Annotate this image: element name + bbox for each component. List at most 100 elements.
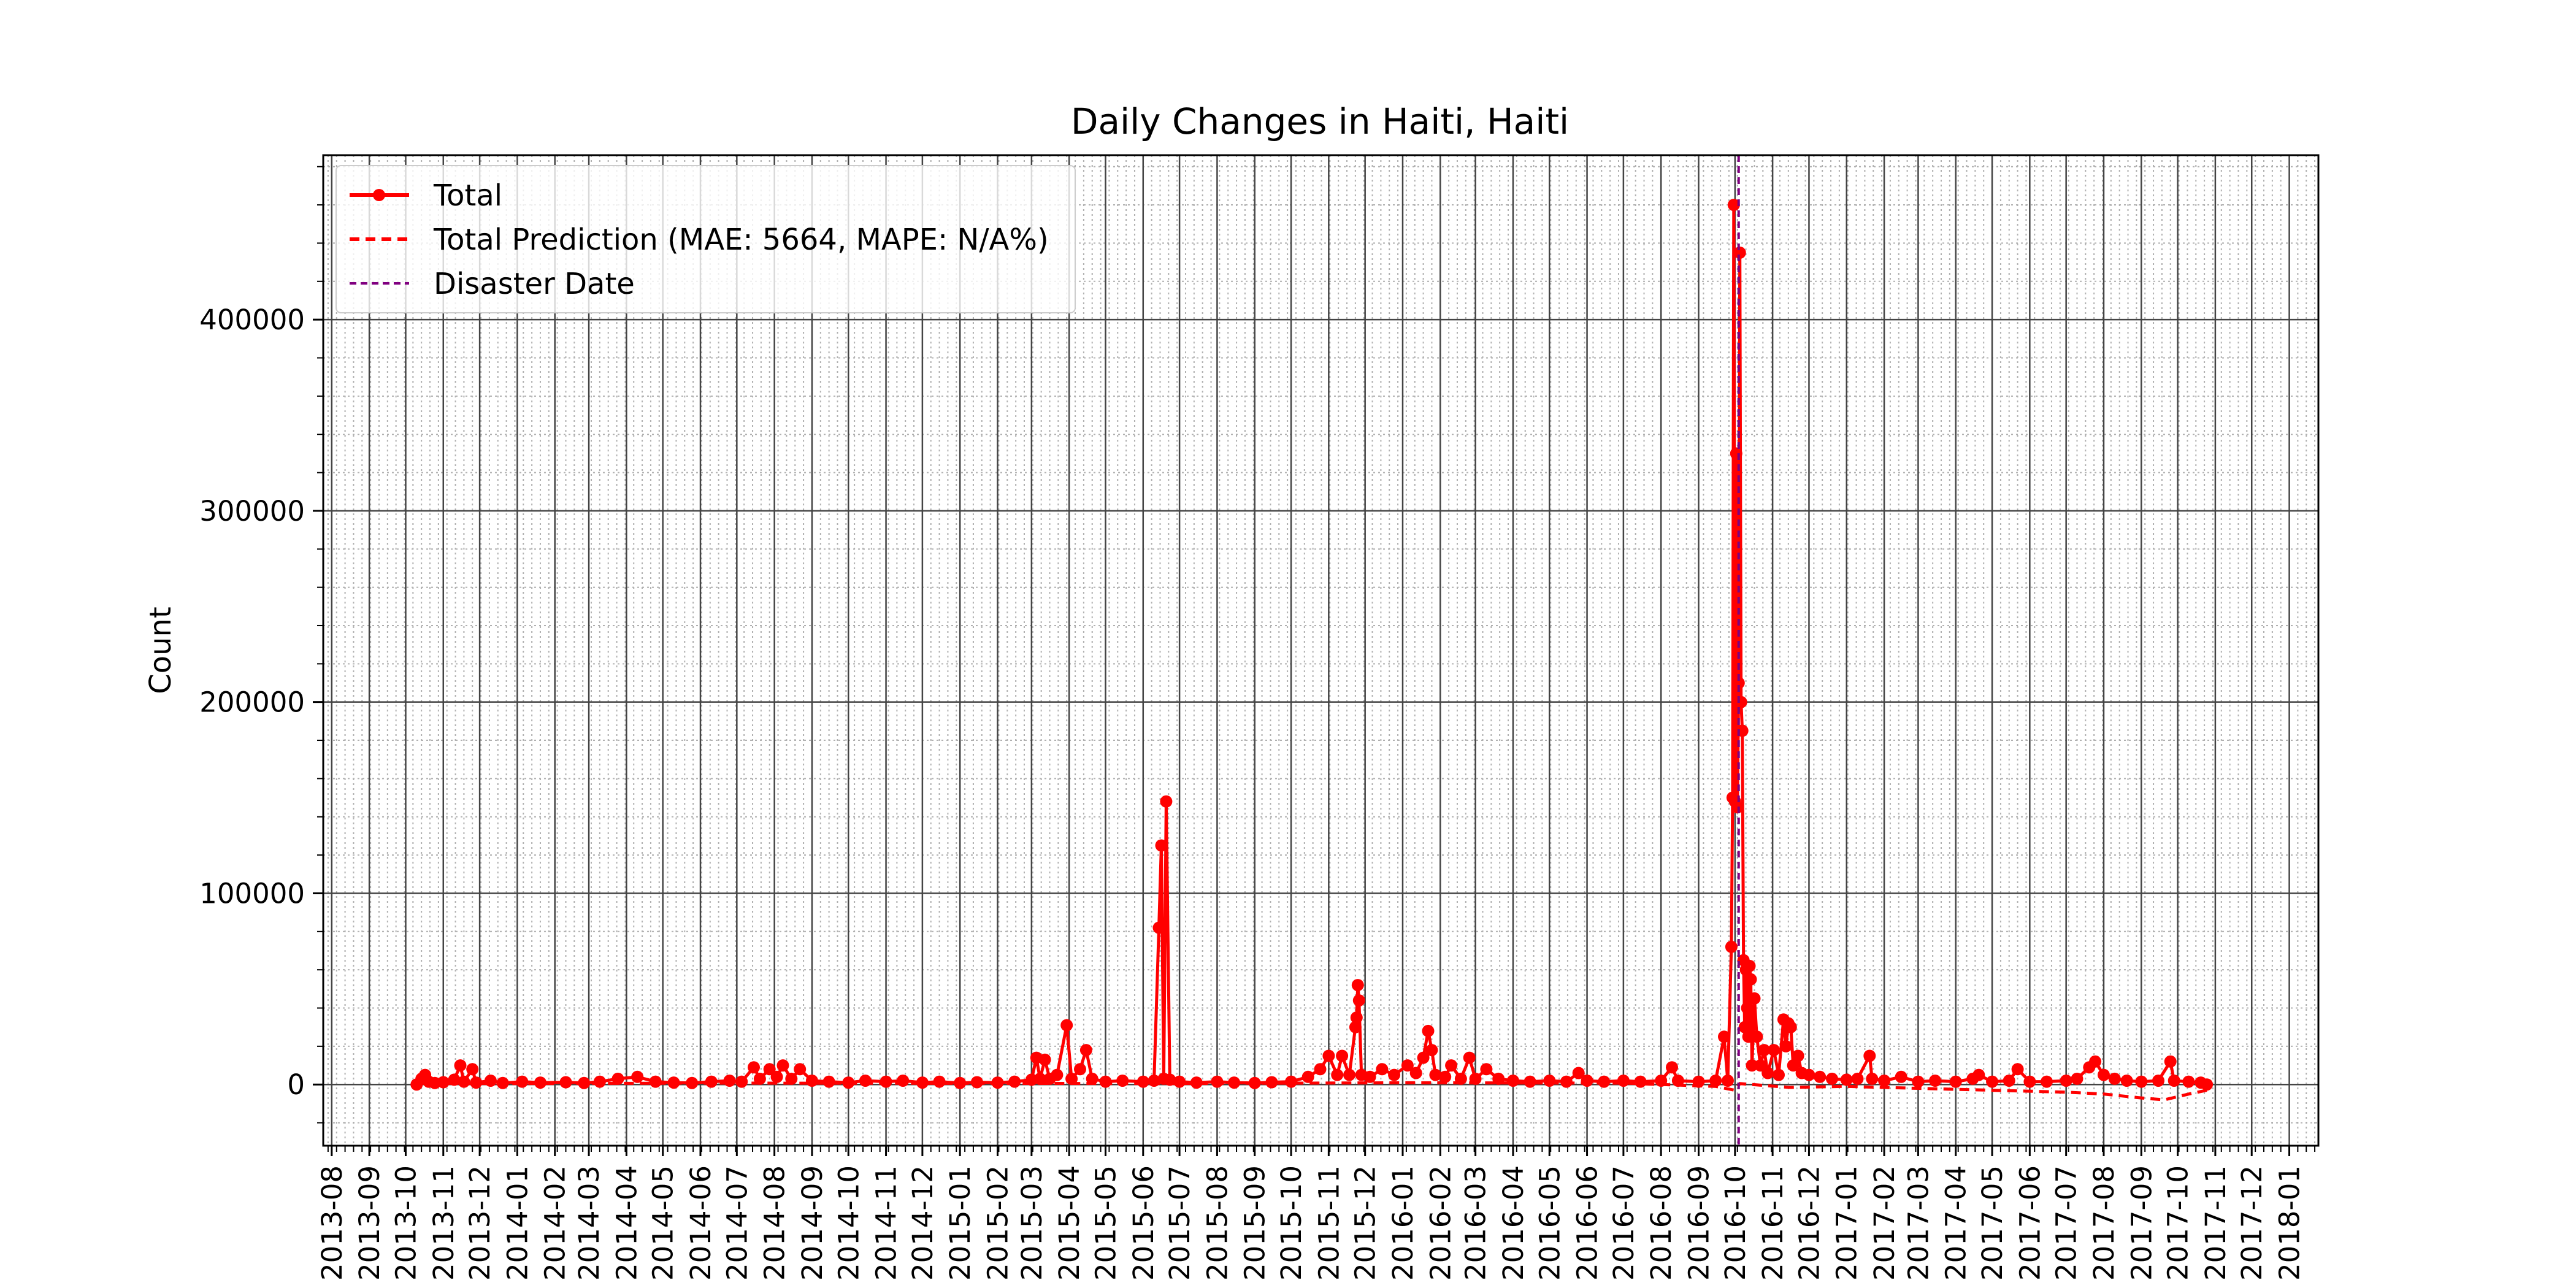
total-data-point [1671, 1075, 1684, 1087]
total-data-point [822, 1075, 835, 1088]
total-data-point [1008, 1075, 1021, 1088]
x-tick-label: 2013-10 [389, 1165, 422, 1281]
total-data-point [785, 1072, 798, 1085]
total-data-point [631, 1070, 644, 1083]
legend-label: Disaster Date [434, 267, 635, 301]
x-tick-label: 2016-12 [1793, 1165, 1825, 1281]
x-tick-label: 2015-09 [1239, 1165, 1271, 1281]
x-tick-label: 2014-06 [684, 1165, 717, 1281]
total-data-point [1074, 1063, 1086, 1076]
total-data-point [1285, 1075, 1298, 1088]
x-tick-label: 2017-11 [2199, 1165, 2232, 1281]
x-tick-label: 2017-08 [2088, 1165, 2120, 1281]
total-data-point [1572, 1067, 1585, 1079]
total-data-point [897, 1075, 910, 1087]
total-data-point [1725, 940, 1738, 953]
total-data-point [1492, 1072, 1505, 1085]
total-data-point [1439, 1070, 1452, 1083]
total-data-point [2120, 1075, 2133, 1087]
total-data-point [954, 1076, 967, 1089]
total-data-point [1851, 1072, 1864, 1085]
x-tick-label: 2016-10 [1719, 1165, 1752, 1281]
x-tick-label: 2017-07 [2050, 1165, 2083, 1281]
total-data-point [1331, 1068, 1344, 1081]
total-data-point [1065, 1072, 1078, 1085]
chart-title: Daily Changes in Haiti, Haiti [1071, 101, 1569, 142]
x-tick-label: 2013-11 [427, 1165, 460, 1281]
total-data-point [1743, 959, 1756, 972]
x-tick-label: 2014-05 [647, 1165, 680, 1281]
total-data-point [1137, 1075, 1149, 1088]
total-data-point [1543, 1075, 1556, 1087]
total-data-point [1163, 1073, 1176, 1086]
total-data-point [1148, 1075, 1160, 1087]
total-data-point [705, 1075, 718, 1088]
total-data-point [534, 1076, 546, 1089]
total-data-point [1748, 992, 1761, 1005]
total-data-point [448, 1073, 461, 1086]
total-data-point [1972, 1068, 1985, 1081]
x-tick-label: 2017-05 [1976, 1165, 2009, 1281]
total-data-point [437, 1076, 450, 1089]
total-data-point [2182, 1075, 2195, 1088]
x-tick-label: 2015-11 [1313, 1165, 1345, 1281]
total-data-point [1480, 1063, 1493, 1076]
total-data-point [611, 1072, 624, 1085]
x-tick-label: 2017-09 [2125, 1165, 2158, 1281]
y-axis-label: Count [144, 607, 178, 694]
total-data-point [2152, 1075, 2164, 1087]
total-data-point [794, 1063, 807, 1076]
total-data-point [1228, 1076, 1241, 1089]
total-data-point [593, 1075, 606, 1088]
total-data-point [1655, 1075, 1668, 1087]
legend-label: Total [433, 178, 502, 213]
total-data-point [2003, 1075, 2015, 1087]
total-data-point [1454, 1072, 1467, 1085]
total-data-point [1116, 1075, 1129, 1087]
total-data-point [735, 1075, 748, 1088]
x-tick-label: 2014-11 [870, 1165, 903, 1281]
x-tick-label: 2015-04 [1053, 1165, 1086, 1281]
total-data-point [2011, 1063, 2024, 1076]
total-data-point [748, 1061, 760, 1074]
total-data-point [916, 1076, 929, 1089]
x-tick-label: 2017-02 [1868, 1165, 1901, 1281]
x-tick-label: 2015-12 [1349, 1165, 1382, 1281]
total-data-point [1912, 1075, 1925, 1088]
total-data-point [454, 1059, 467, 1072]
x-tick-label: 2013-09 [353, 1165, 386, 1281]
total-data-point [2135, 1075, 2148, 1088]
total-data-point [1863, 1049, 1876, 1062]
total-data-point [1336, 1049, 1349, 1062]
x-tick-label: 2017-06 [2014, 1165, 2046, 1281]
total-data-point [1866, 1072, 1879, 1085]
total-data-point [1709, 1075, 1722, 1087]
y-tick-label: 300000 [199, 495, 305, 527]
total-data-point [1524, 1075, 1536, 1088]
x-tick-label: 2013-08 [316, 1165, 348, 1281]
x-tick-label: 2014-08 [759, 1165, 791, 1281]
total-data-point [1929, 1075, 1942, 1087]
x-tick-label: 2016-01 [1387, 1165, 1419, 1281]
total-data-point [1598, 1075, 1611, 1088]
x-tick-label: 2016-07 [1608, 1165, 1640, 1281]
total-data-point [1152, 921, 1165, 934]
y-tick-label: 200000 [199, 686, 305, 719]
legend-label: Total Prediction (MAE: 5664, MAPE: N/A%) [433, 223, 1049, 257]
total-data-point [1722, 1075, 1734, 1087]
total-data-point [1301, 1070, 1314, 1083]
x-tick-label: 2014-04 [610, 1165, 643, 1281]
x-tick-label: 2014-12 [907, 1165, 939, 1281]
total-data-point [1099, 1075, 1112, 1088]
total-data-point [1160, 795, 1173, 808]
total-data-point [1878, 1075, 1891, 1087]
total-data-point [1401, 1059, 1414, 1072]
total-data-point [1211, 1075, 1224, 1088]
total-data-point [1388, 1068, 1401, 1081]
legend: Total Total Prediction (MAE: 5664, MAPE: … [335, 165, 1076, 313]
x-tick-label: 2017-12 [2236, 1165, 2268, 1281]
total-data-point [1738, 1021, 1751, 1033]
total-data-point [1750, 1030, 1763, 1043]
y-axis-ticks: 0 100000 200000 300000 400000 [199, 166, 323, 1124]
total-data-point [466, 1063, 479, 1076]
